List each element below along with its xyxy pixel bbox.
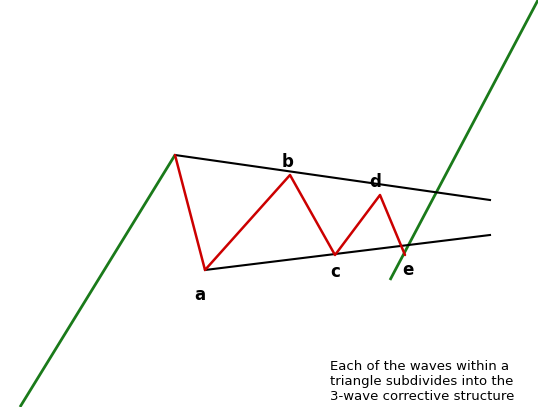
Text: Each of the waves within a
triangle subdivides into the
3-wave corrective struct: Each of the waves within a triangle subd… — [330, 360, 514, 403]
Text: b: b — [282, 153, 294, 171]
Text: c: c — [330, 263, 340, 281]
Text: d: d — [369, 173, 381, 191]
Text: a: a — [194, 286, 206, 304]
Text: e: e — [402, 261, 414, 279]
